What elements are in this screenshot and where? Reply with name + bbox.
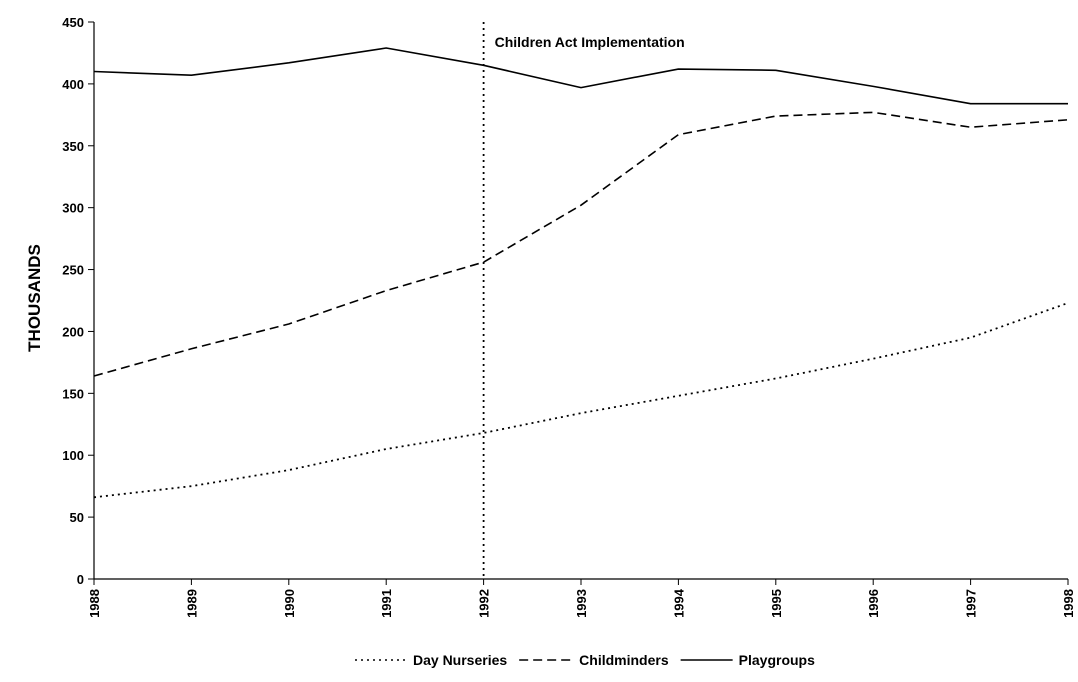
x-tick-label: 1995 [769, 589, 784, 618]
x-tick-label: 1989 [184, 589, 199, 618]
y-tick-label: 100 [62, 448, 84, 463]
x-tick-label: 1990 [282, 589, 297, 618]
series-line-playgroups [94, 48, 1068, 104]
axes-layer: 0 50 100 150 200 250 300 350 400 450 1988 1989 1990 1… [62, 15, 1076, 618]
x-tick-label: 1998 [1061, 589, 1076, 618]
y-tick-label: 50 [70, 510, 84, 525]
y-tick-label: 200 [62, 324, 84, 339]
x-tick-label: 1991 [379, 589, 394, 618]
annotation-label: Children Act Implementation [495, 34, 685, 50]
x-tick-label: 1992 [477, 589, 492, 618]
x-tick-label: 1988 [87, 589, 102, 618]
x-tick-label: 1997 [964, 589, 979, 618]
x-tick-label: 1996 [866, 589, 881, 618]
y-tick-label: 450 [62, 15, 84, 30]
legend-label: Day Nurseries [413, 652, 507, 668]
annotation-layer: Children Act Implementation [484, 22, 685, 579]
legend: Day Nurseries Childminders Playgroups [355, 652, 815, 668]
series-line-day-nurseries [94, 303, 1068, 497]
legend-label: Playgroups [739, 652, 815, 668]
y-tick-label: 250 [62, 263, 84, 278]
series-line-childminders [94, 112, 1068, 376]
x-tick-label: 1993 [574, 589, 589, 618]
y-tick-label: 400 [62, 77, 84, 92]
y-axis-label: THOUSANDS [25, 244, 44, 352]
y-tick-label: 0 [77, 572, 84, 587]
x-tick-label: 1994 [671, 588, 686, 618]
y-tick-label: 150 [62, 386, 84, 401]
y-tick-label: 300 [62, 201, 84, 216]
y-tick-label: 350 [62, 139, 84, 154]
series-layer [94, 48, 1068, 497]
legend-label: Childminders [579, 652, 669, 668]
